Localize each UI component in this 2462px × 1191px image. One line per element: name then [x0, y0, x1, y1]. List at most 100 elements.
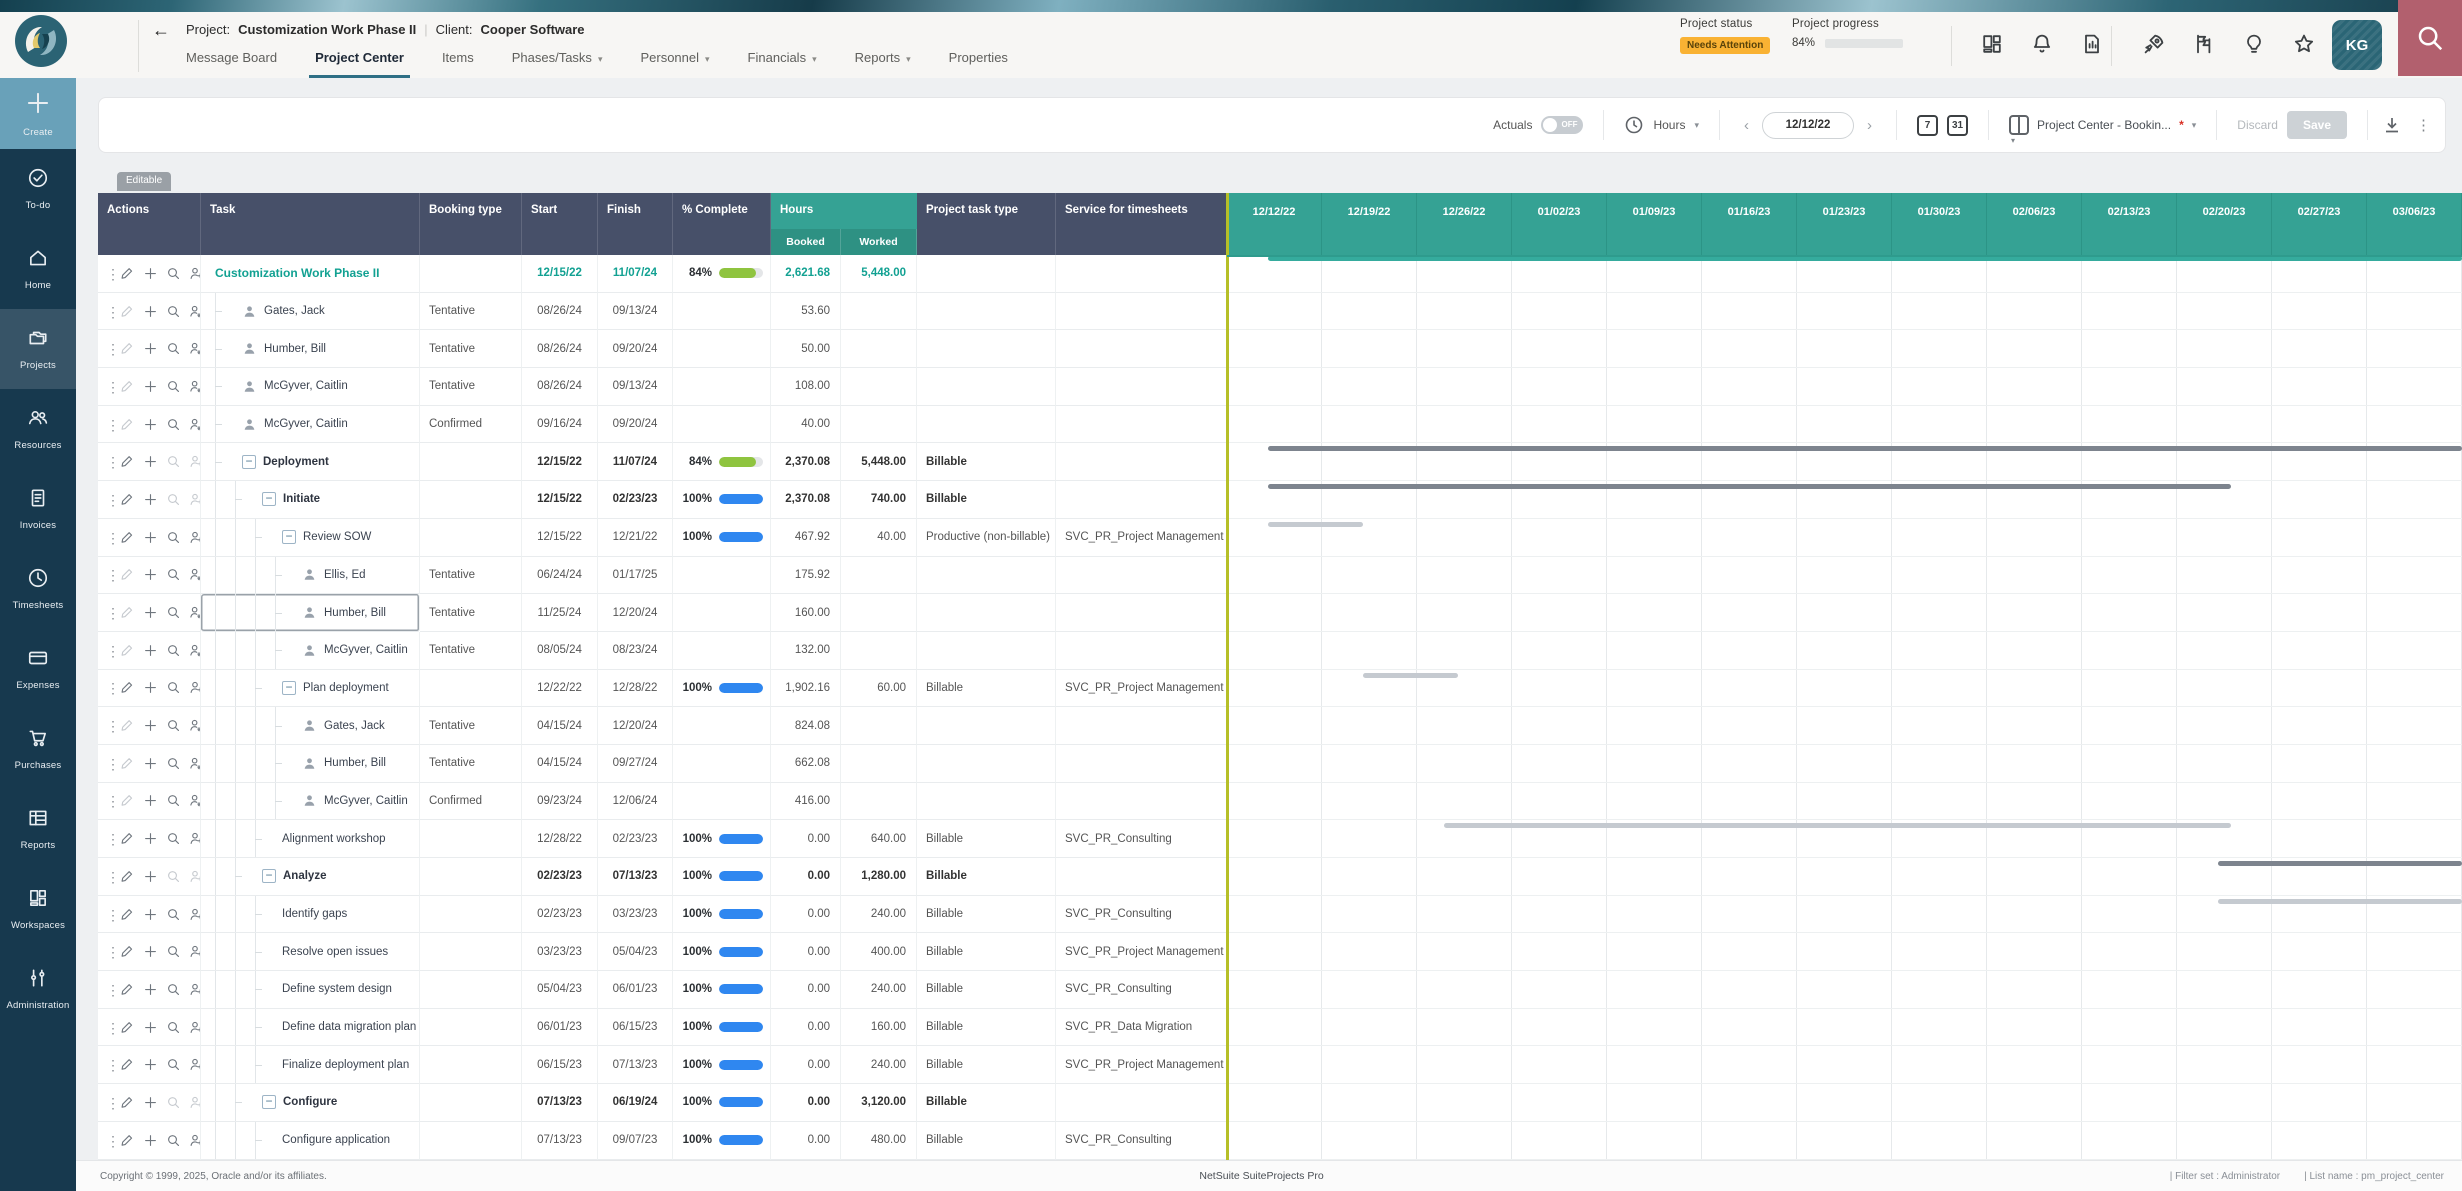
booking-type-cell[interactable]: Tentative: [420, 556, 522, 595]
reassign-user-icon[interactable]: [189, 341, 200, 356]
collapse-toggle-icon[interactable]: −: [262, 1095, 276, 1110]
finish-date-cell[interactable]: 01/17/25: [598, 556, 673, 595]
start-date-cell[interactable]: 08/05/24: [522, 631, 598, 670]
hours-booked-cell[interactable]: 2,621.68: [771, 255, 841, 293]
service-cell[interactable]: [1056, 707, 1227, 745]
booking-type-cell[interactable]: [420, 518, 522, 557]
flags-icon[interactable]: [2192, 32, 2216, 56]
task-type-cell[interactable]: [917, 405, 1056, 444]
finish-date-cell[interactable]: 02/23/23: [598, 820, 673, 858]
task-cell[interactable]: − Review SOW: [201, 518, 420, 557]
collapse-toggle-icon[interactable]: −: [282, 680, 296, 695]
finish-date-cell[interactable]: 02/23/23: [598, 481, 673, 519]
hours-worked-cell[interactable]: 240.00: [841, 895, 917, 934]
booking-type-cell[interactable]: [420, 255, 522, 293]
booking-type-cell[interactable]: Confirmed: [420, 782, 522, 821]
task-cell[interactable]: − Deployment: [201, 443, 420, 482]
hours-worked-cell[interactable]: [841, 594, 917, 632]
hours-booked-cell[interactable]: 108.00: [771, 368, 841, 406]
add-icon[interactable]: [143, 454, 158, 469]
zoom-icon[interactable]: [166, 1095, 181, 1110]
hours-booked-cell[interactable]: 662.08: [771, 744, 841, 783]
reassign-user-icon[interactable]: [189, 379, 200, 394]
task-cell[interactable]: McGyver, Caitlin: [201, 405, 420, 444]
task-type-cell[interactable]: [917, 368, 1056, 406]
add-icon[interactable]: [143, 1133, 158, 1148]
edit-icon[interactable]: [120, 1057, 135, 1072]
assign-user-icon[interactable]: [189, 944, 200, 959]
start-date-cell[interactable]: 07/13/23: [522, 1084, 598, 1122]
finish-date-cell[interactable]: 06/01/23: [598, 971, 673, 1009]
zoom-icon[interactable]: [166, 417, 181, 432]
hours-booked-cell[interactable]: 132.00: [771, 631, 841, 670]
finish-date-cell[interactable]: 09/27/24: [598, 744, 673, 783]
row-menu-icon[interactable]: ⋮: [106, 265, 120, 282]
task-cell[interactable]: Identify gaps: [201, 895, 420, 934]
hours-worked-cell[interactable]: [841, 744, 917, 783]
sidebar-item-timesheets[interactable]: Timesheets: [0, 549, 76, 629]
row-menu-icon[interactable]: ⋮: [106, 868, 120, 885]
service-cell[interactable]: [1056, 255, 1227, 293]
start-date-cell[interactable]: 12/15/22: [522, 255, 598, 293]
zoom-icon[interactable]: [166, 1057, 181, 1072]
zoom-icon[interactable]: [166, 869, 181, 884]
hours-worked-cell[interactable]: [841, 368, 917, 406]
zoom-icon[interactable]: [166, 756, 181, 771]
global-search-button[interactable]: [2398, 0, 2462, 76]
service-cell[interactable]: [1056, 481, 1227, 519]
hours-worked-cell[interactable]: 40.00: [841, 518, 917, 557]
task-type-cell[interactable]: Productive (non-billable): [917, 518, 1056, 557]
hours-worked-cell[interactable]: [841, 405, 917, 444]
hours-booked-cell[interactable]: 467.92: [771, 518, 841, 557]
sidebar-item-to-do[interactable]: To-do: [0, 149, 76, 229]
edit-icon[interactable]: [120, 266, 135, 281]
reassign-user-icon[interactable]: [189, 643, 200, 658]
add-icon[interactable]: [143, 492, 158, 507]
task-type-cell[interactable]: Billable: [917, 481, 1056, 519]
month-view-button[interactable]: 31: [1947, 114, 1969, 136]
add-icon[interactable]: [143, 680, 158, 695]
assign-user-icon[interactable]: [189, 1020, 200, 1035]
star-icon[interactable]: [2292, 32, 2316, 56]
add-icon[interactable]: [143, 605, 158, 620]
booking-type-cell[interactable]: [420, 1084, 522, 1122]
booking-type-cell[interactable]: [420, 1008, 522, 1047]
start-date-cell[interactable]: 12/15/22: [522, 443, 598, 482]
hours-worked-cell[interactable]: [841, 631, 917, 670]
task-type-cell[interactable]: [917, 707, 1056, 745]
row-menu-icon[interactable]: ⋮: [106, 303, 120, 320]
service-cell[interactable]: SVC_PR_Data Migration: [1056, 1008, 1227, 1047]
task-type-cell[interactable]: Billable: [917, 820, 1056, 858]
hours-booked-cell[interactable]: 0.00: [771, 933, 841, 972]
edit-icon[interactable]: [120, 982, 135, 997]
collapse-toggle-icon[interactable]: −: [242, 454, 256, 469]
hours-booked-cell[interactable]: 50.00: [771, 330, 841, 369]
zoom-icon[interactable]: [166, 341, 181, 356]
week-view-button[interactable]: 7: [1917, 114, 1939, 136]
task-cell[interactable]: Define data migration plan: [201, 1008, 420, 1047]
booking-type-cell[interactable]: Tentative: [420, 330, 522, 369]
start-date-cell[interactable]: 12/15/22: [522, 481, 598, 519]
service-cell[interactable]: [1056, 782, 1227, 821]
hours-worked-cell[interactable]: 1,280.00: [841, 858, 917, 896]
start-date-cell[interactable]: 06/01/23: [522, 1008, 598, 1047]
start-date-cell[interactable]: 04/15/24: [522, 707, 598, 745]
sidebar-item-expenses[interactable]: Expenses: [0, 629, 76, 709]
service-cell[interactable]: [1056, 1084, 1227, 1122]
zoom-icon[interactable]: [166, 907, 181, 922]
hours-worked-cell[interactable]: [841, 782, 917, 821]
row-menu-icon[interactable]: ⋮: [106, 680, 120, 697]
sidebar-item-purchases[interactable]: Purchases: [0, 709, 76, 789]
start-date-cell[interactable]: 08/26/24: [522, 368, 598, 406]
add-icon[interactable]: [143, 718, 158, 733]
task-type-cell[interactable]: [917, 292, 1056, 331]
collapse-toggle-icon[interactable]: −: [262, 492, 276, 507]
download-icon[interactable]: [2382, 115, 2402, 135]
finish-date-cell[interactable]: 09/20/24: [598, 405, 673, 444]
service-cell[interactable]: SVC_PR_Consulting: [1056, 895, 1227, 934]
service-cell[interactable]: [1056, 292, 1227, 331]
edit-icon[interactable]: [120, 417, 135, 432]
task-type-cell[interactable]: [917, 782, 1056, 821]
zoom-icon[interactable]: [166, 492, 181, 507]
hours-worked-cell[interactable]: 5,448.00: [841, 255, 917, 293]
